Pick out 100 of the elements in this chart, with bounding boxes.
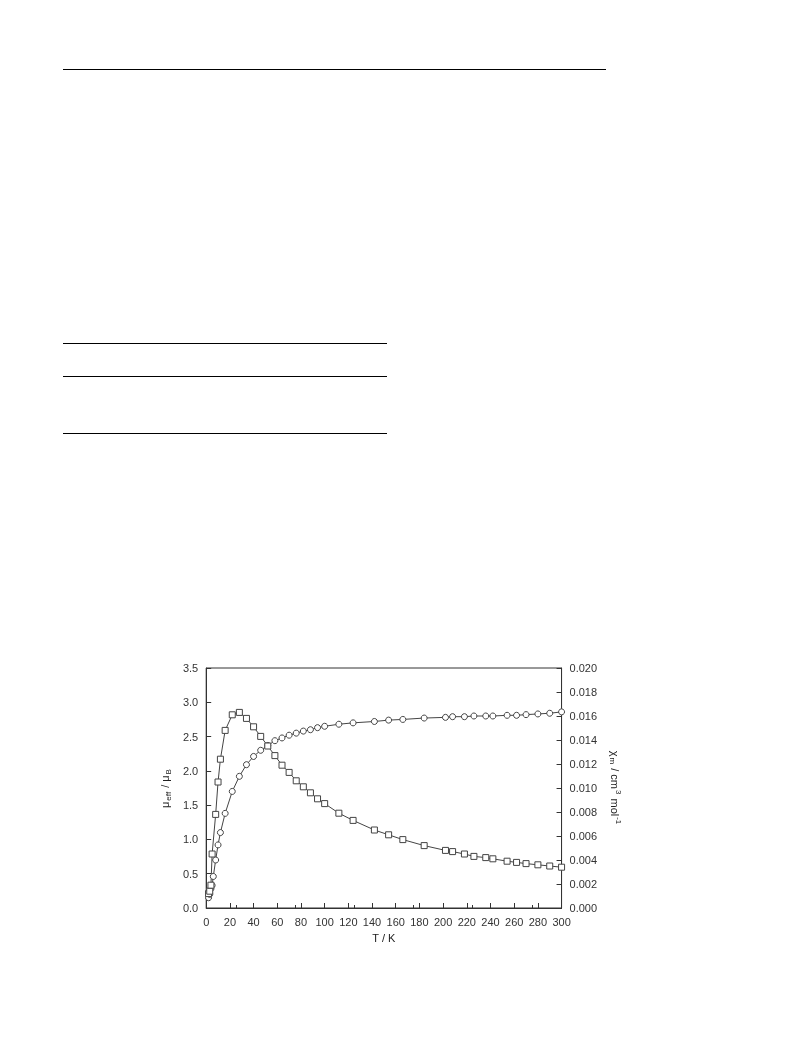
point <box>441 846 449 854</box>
point <box>212 856 220 864</box>
point <box>306 726 314 734</box>
x-tick-label: 60 <box>271 915 284 928</box>
point <box>257 732 265 740</box>
y2-tick-label: 0.008 <box>569 806 598 818</box>
x-tick-label: 280 <box>528 915 548 928</box>
point <box>349 816 357 824</box>
point <box>449 848 457 856</box>
point <box>306 789 314 797</box>
point <box>522 860 530 868</box>
point <box>558 708 566 716</box>
point <box>482 854 490 862</box>
y2-tick-label: 0.000 <box>569 902 598 914</box>
point <box>285 731 293 739</box>
y2-tick-label: 0.002 <box>569 878 598 890</box>
point <box>292 777 300 785</box>
point <box>228 711 236 719</box>
point <box>208 850 216 858</box>
x-tick-label: 240 <box>481 915 500 928</box>
point <box>209 872 217 880</box>
y-tick-label: 0.5 <box>182 867 199 880</box>
point <box>271 737 279 745</box>
x-tick-label: 160 <box>386 915 405 928</box>
point <box>513 858 521 866</box>
point <box>299 727 307 735</box>
x-tick-label: 260 <box>505 915 524 928</box>
y2-tick-label: 0.016 <box>569 710 598 722</box>
point <box>214 778 222 786</box>
point <box>221 726 229 734</box>
x-tick-label: 20 <box>223 915 237 928</box>
point <box>314 795 322 803</box>
x-tick-label: 140 <box>362 915 382 928</box>
point <box>482 712 490 720</box>
point <box>321 722 329 730</box>
point <box>335 720 343 728</box>
x-tick-label: 200 <box>433 915 453 928</box>
y-tick-label: 2.5 <box>182 730 199 743</box>
point <box>503 711 511 719</box>
y2-tick-label: 0.006 <box>569 830 598 842</box>
point <box>299 783 307 791</box>
y2-tick-label: 0.012 <box>569 758 598 770</box>
point <box>216 829 224 837</box>
y-tick-label: 1.0 <box>182 833 199 846</box>
point <box>420 842 428 850</box>
point <box>546 862 554 870</box>
y2-axis-title: χm / cm3 mol-1 <box>607 750 623 825</box>
point <box>534 710 542 718</box>
point <box>242 761 250 769</box>
point <box>212 810 220 818</box>
point <box>257 746 265 754</box>
point <box>278 734 286 742</box>
x-axis-title: T / K <box>372 932 397 944</box>
point <box>558 863 566 871</box>
point <box>235 708 243 716</box>
point <box>489 855 497 863</box>
point <box>513 711 521 719</box>
point <box>441 713 449 721</box>
x-tick-label: 40 <box>247 915 260 928</box>
y-axis-title: μeff / μB <box>159 769 173 808</box>
point <box>460 850 468 858</box>
point <box>221 809 229 817</box>
point <box>546 709 554 717</box>
point <box>335 809 343 817</box>
point <box>370 717 378 725</box>
point <box>470 852 478 860</box>
point <box>460 713 468 721</box>
x-tick-label: 220 <box>457 915 476 928</box>
point <box>489 712 497 720</box>
y2-tick-label: 0.018 <box>569 686 598 698</box>
point <box>321 800 329 808</box>
point <box>534 861 542 869</box>
point <box>278 761 286 769</box>
x-tick-label: 0 <box>203 915 210 928</box>
y-tick-label: 1.5 <box>182 799 199 812</box>
x-tick-label: 180 <box>410 915 429 928</box>
x-tick-label: 80 <box>294 915 308 928</box>
point <box>470 712 478 720</box>
x-tick-label: 100 <box>315 915 334 928</box>
point <box>399 836 407 844</box>
point <box>385 831 393 839</box>
point <box>292 729 300 737</box>
point <box>385 716 393 724</box>
point <box>449 713 457 721</box>
point <box>503 857 511 865</box>
point <box>250 723 258 731</box>
y-tick-label: 3.5 <box>182 662 199 674</box>
point <box>271 752 279 760</box>
point <box>522 711 530 719</box>
point <box>399 715 407 723</box>
point <box>349 719 357 727</box>
y2-tick-label: 0.004 <box>569 854 598 866</box>
y2-tick-label: 0.010 <box>569 782 598 794</box>
point <box>216 755 224 763</box>
point <box>314 724 322 732</box>
point <box>228 787 236 795</box>
y-tick-label: 0.0 <box>182 902 199 914</box>
y2-tick-label: 0.020 <box>569 662 598 674</box>
y-tick-label: 2.0 <box>182 764 199 777</box>
point <box>420 714 428 722</box>
